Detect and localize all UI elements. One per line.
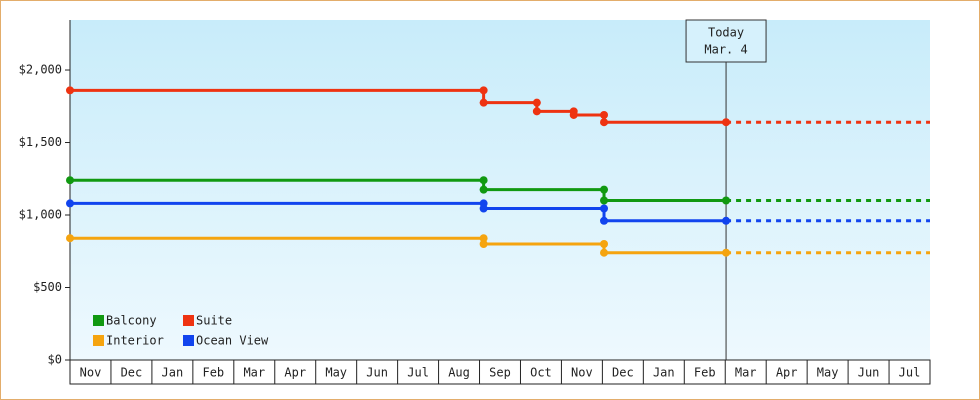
- x-tick-label: Feb: [694, 366, 716, 380]
- point: [66, 199, 74, 208]
- point: [479, 185, 488, 194]
- point: [532, 98, 541, 107]
- x-tick-label: Mar: [243, 366, 265, 380]
- point: [479, 176, 488, 185]
- x-tick-label: Apr: [776, 366, 798, 380]
- point: [479, 98, 488, 107]
- x-tick-label: Jan: [162, 366, 184, 380]
- x-tick-label: May: [325, 366, 347, 380]
- today-box: [685, 19, 767, 63]
- x-tick-label: Jul: [407, 366, 429, 380]
- legend-swatch: [183, 335, 194, 346]
- x-tick-label: Jan: [653, 366, 675, 380]
- point: [66, 86, 74, 95]
- legend-swatch: [93, 335, 104, 346]
- point: [479, 240, 488, 249]
- point: [569, 110, 578, 119]
- x-tick-label: Dec: [121, 366, 143, 380]
- point: [600, 110, 609, 119]
- legend-swatch: [183, 315, 194, 326]
- x-tick-label: May: [817, 366, 839, 380]
- today-date: Mar. 4: [704, 43, 747, 57]
- series: [66, 199, 930, 225]
- x-tick-label: Nov: [80, 366, 102, 380]
- legend-label: Ocean View: [196, 334, 269, 348]
- point: [600, 248, 609, 257]
- point: [66, 176, 74, 185]
- x-tick-label: Sep: [489, 366, 511, 380]
- y-tick-label: $2,000: [19, 63, 62, 77]
- x-tick-label: Jun: [366, 366, 388, 380]
- point: [600, 185, 609, 194]
- series: [66, 176, 930, 205]
- x-tick-label: Feb: [202, 366, 224, 380]
- point: [600, 204, 609, 213]
- x-tick-label: Jun: [858, 366, 880, 380]
- y-tick-label: $1,500: [19, 135, 62, 149]
- today-label: Today: [708, 26, 744, 40]
- y-tick-label: $1,000: [19, 208, 62, 222]
- point: [532, 107, 541, 116]
- point: [600, 118, 609, 127]
- x-tick-label: Dec: [612, 366, 634, 380]
- point: [479, 234, 488, 243]
- series: [66, 86, 930, 127]
- legend-swatch: [93, 315, 104, 326]
- x-tick-label: Oct: [530, 366, 552, 380]
- legend-label: Suite: [196, 314, 232, 328]
- point: [479, 86, 488, 95]
- x-tick-label: Aug: [448, 366, 470, 380]
- y-tick-label: $0: [48, 353, 62, 367]
- x-tick-label: Jul: [899, 366, 921, 380]
- x-tick-label: Apr: [284, 366, 306, 380]
- legend-label: Interior: [106, 334, 164, 348]
- point: [600, 216, 609, 225]
- point: [66, 234, 74, 243]
- point: [600, 196, 609, 205]
- point: [600, 240, 609, 249]
- legend-label: Balcony: [106, 314, 157, 328]
- y-tick-label: $500: [33, 280, 62, 294]
- x-tick-label: Nov: [571, 366, 593, 380]
- series: [66, 234, 930, 257]
- x-tick-label: Mar: [735, 366, 757, 380]
- point: [479, 204, 488, 213]
